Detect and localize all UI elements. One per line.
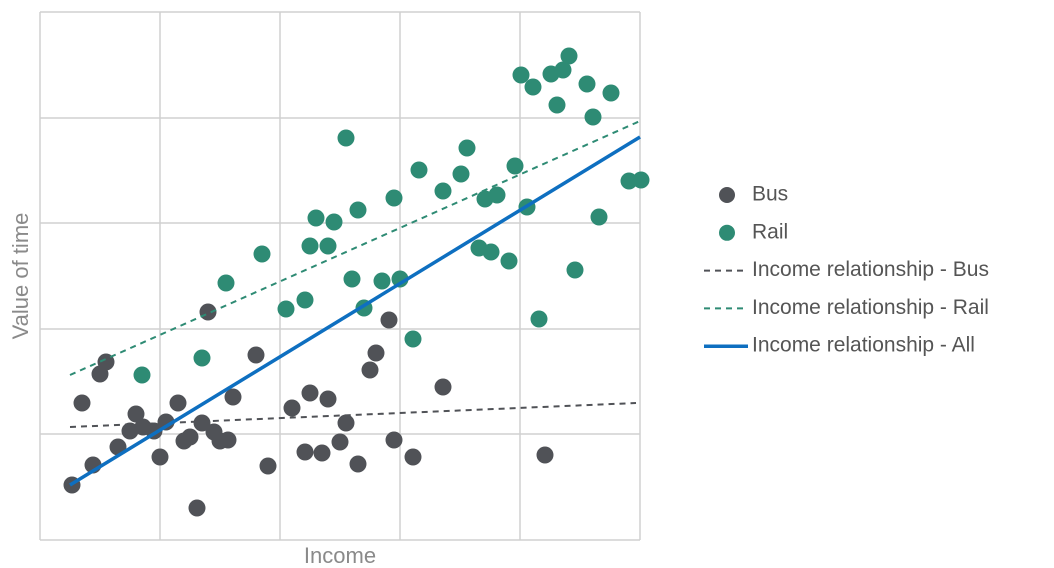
point xyxy=(349,201,367,219)
point xyxy=(506,157,524,175)
point xyxy=(584,108,602,126)
y-axis-label: Value of time xyxy=(8,213,33,340)
point xyxy=(404,330,422,348)
point xyxy=(224,388,242,406)
point xyxy=(554,61,572,79)
point xyxy=(385,431,403,449)
point xyxy=(434,378,452,396)
point xyxy=(319,390,337,408)
point xyxy=(133,366,151,384)
point xyxy=(404,448,422,466)
point xyxy=(566,261,584,279)
point xyxy=(301,237,319,255)
point xyxy=(188,499,206,517)
legend-swatch xyxy=(719,187,735,203)
x-axis-label: Income xyxy=(304,543,376,568)
point xyxy=(337,414,355,432)
point xyxy=(367,344,385,362)
trend-line xyxy=(69,135,641,487)
point xyxy=(548,96,566,114)
point xyxy=(151,448,169,466)
point xyxy=(500,252,518,270)
point xyxy=(410,161,428,179)
point xyxy=(452,165,470,183)
legend-label: Income relationship - All xyxy=(752,334,975,357)
point xyxy=(524,78,542,96)
point xyxy=(349,455,367,473)
point xyxy=(319,237,337,255)
point xyxy=(301,384,319,402)
point xyxy=(157,413,175,431)
point xyxy=(253,245,271,263)
point xyxy=(199,303,217,321)
point xyxy=(73,394,91,412)
point xyxy=(337,129,355,147)
point xyxy=(181,428,199,446)
point xyxy=(259,457,277,475)
point xyxy=(536,446,554,464)
point xyxy=(277,300,295,318)
point xyxy=(193,349,211,367)
point xyxy=(530,310,548,328)
point xyxy=(325,213,343,231)
point xyxy=(488,186,506,204)
point xyxy=(602,84,620,102)
point xyxy=(361,361,379,379)
point xyxy=(385,189,403,207)
point xyxy=(380,311,398,329)
point xyxy=(219,431,237,449)
point xyxy=(247,346,265,364)
legend-label: Income relationship - Bus xyxy=(752,258,989,281)
point xyxy=(127,405,145,423)
legend-swatch xyxy=(719,224,735,241)
point xyxy=(193,414,211,432)
point xyxy=(482,243,500,261)
legend-label: Income relationship - Rail xyxy=(752,296,989,319)
point xyxy=(343,270,361,288)
point xyxy=(313,444,331,462)
point xyxy=(391,270,409,288)
point xyxy=(169,394,187,412)
point xyxy=(97,353,115,371)
legend-label: Bus xyxy=(752,183,788,206)
point xyxy=(307,209,325,227)
legend-label: Rail xyxy=(752,220,788,243)
point xyxy=(434,182,452,200)
point xyxy=(590,208,608,226)
point xyxy=(296,291,314,309)
point xyxy=(512,66,530,84)
point xyxy=(121,422,139,440)
point xyxy=(560,47,578,65)
point xyxy=(632,171,650,189)
point xyxy=(578,75,596,93)
point xyxy=(331,433,349,451)
trend-line xyxy=(69,120,641,376)
point xyxy=(217,274,235,292)
point xyxy=(283,399,301,417)
point xyxy=(296,443,314,461)
point xyxy=(458,139,476,157)
point xyxy=(373,272,391,290)
